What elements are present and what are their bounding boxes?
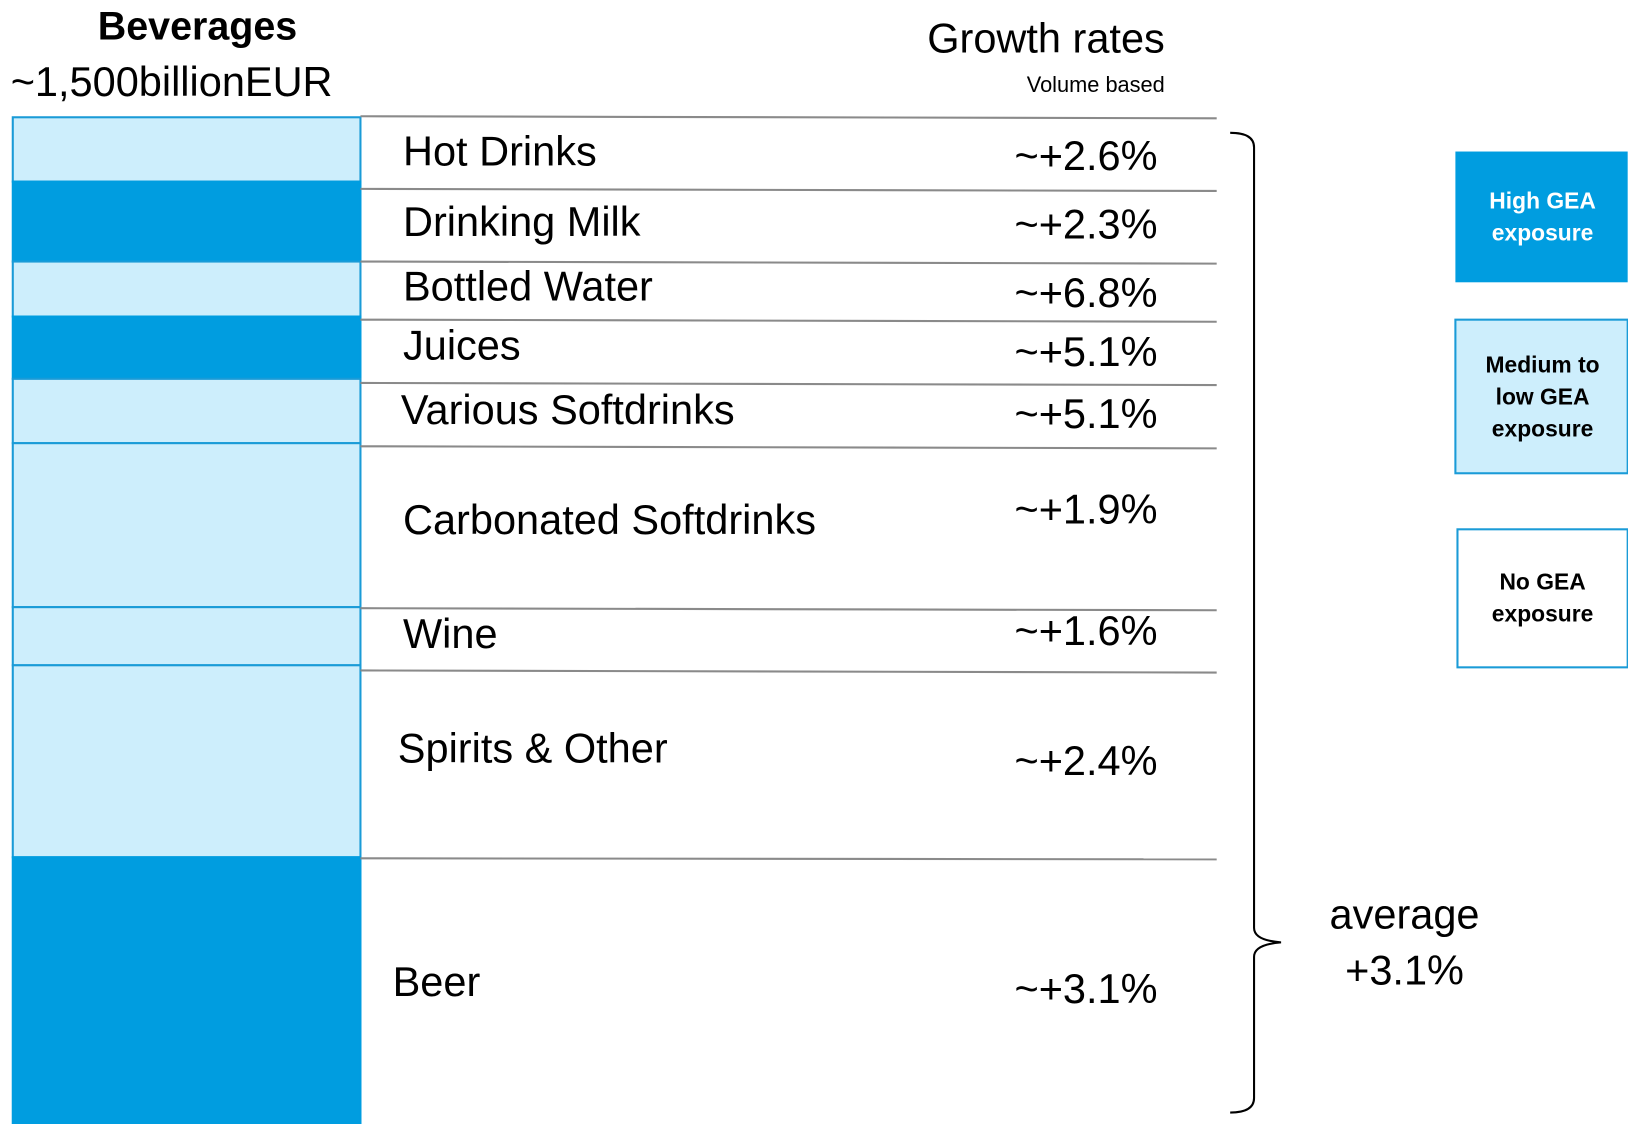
rows: Hot Drinks ~+2.6% Drinking Milk ~+2.3% B… xyxy=(393,128,1158,1013)
summary-value: +3.1% xyxy=(1345,946,1464,993)
segment xyxy=(11,442,362,609)
growth-title: Growth rates xyxy=(927,14,1165,61)
segment xyxy=(11,260,362,318)
row-growth: ~+5.1% xyxy=(1014,390,1157,437)
row-label: Juices xyxy=(403,322,521,369)
legend-text: exposure xyxy=(1492,600,1594,626)
segment xyxy=(11,377,362,445)
separator xyxy=(360,857,1217,861)
separator xyxy=(360,187,1217,193)
separator xyxy=(360,381,1217,387)
legend-text: low GEA xyxy=(1496,384,1590,410)
row-growth: ~+1.9% xyxy=(1014,486,1157,533)
row-label: Hot Drinks xyxy=(403,128,597,175)
separator xyxy=(360,318,1217,323)
segment xyxy=(11,180,362,263)
row-growth: ~+2.4% xyxy=(1014,737,1157,784)
row-label: Carbonated Softdrinks xyxy=(403,496,816,543)
title: Beverages xyxy=(98,4,297,48)
legend-box xyxy=(1455,151,1628,283)
separator xyxy=(360,115,1217,120)
segment xyxy=(11,116,362,183)
legend-text: exposure xyxy=(1492,220,1594,246)
legend-box xyxy=(1456,528,1628,669)
row-label: Spirits & Other xyxy=(398,724,668,771)
legend: High GEA exposure Medium to low GEA expo… xyxy=(1454,151,1628,669)
legend-text: No GEA xyxy=(1499,568,1585,594)
segment xyxy=(11,315,362,380)
row-label: Wine xyxy=(403,610,498,657)
segment xyxy=(11,856,362,1124)
summary-label: average xyxy=(1330,890,1480,937)
growth-note: Volume based xyxy=(1027,72,1165,97)
row-growth: ~+2.6% xyxy=(1014,132,1157,179)
separator xyxy=(360,445,1217,450)
segments xyxy=(11,116,362,1124)
subtitle: ~1,500billionEUR xyxy=(11,58,333,105)
row-growth: ~+2.3% xyxy=(1014,200,1157,247)
legend-text: Medium to xyxy=(1486,351,1600,377)
separators xyxy=(360,115,1217,861)
row-label: Beer xyxy=(393,958,481,1005)
row-label: Drinking Milk xyxy=(403,198,641,245)
separator xyxy=(360,669,1217,674)
separator xyxy=(360,607,1217,612)
row-growth: ~+3.1% xyxy=(1014,965,1157,1012)
row-growth: ~+1.6% xyxy=(1014,607,1157,654)
legend-text: exposure xyxy=(1492,416,1594,442)
segment xyxy=(11,606,362,667)
segment xyxy=(11,664,362,859)
legend-text: High GEA xyxy=(1489,187,1596,213)
brace xyxy=(1230,131,1282,1114)
row-growth: ~+6.8% xyxy=(1014,269,1157,316)
separator xyxy=(360,260,1217,265)
row-growth: ~+5.1% xyxy=(1014,328,1157,375)
row-label: Bottled Water xyxy=(403,263,653,310)
row-label: Various Softdrinks xyxy=(401,386,735,433)
